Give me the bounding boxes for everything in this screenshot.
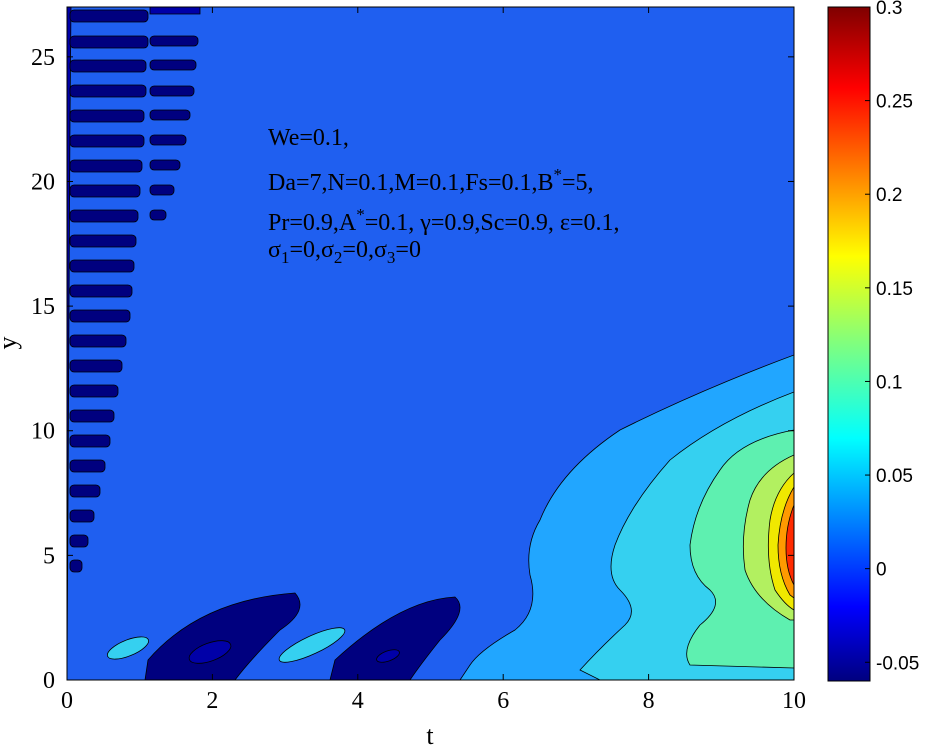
- stripe: [69, 35, 149, 49]
- left-negative-stripes: [67, 7, 201, 680]
- y-tick-label: 5: [43, 543, 55, 569]
- left-edge-wedge: [67, 7, 72, 680]
- stripe: [69, 484, 101, 498]
- stripe: [69, 84, 147, 98]
- stripe: [69, 459, 106, 473]
- stripe: [69, 534, 89, 548]
- stripe: [149, 85, 195, 97]
- colorbar-tick-label: 0.3: [876, 0, 902, 19]
- colorbar: -0.05 0 0.05 0.1 0.15 0.2 0.25 0.3: [827, 0, 919, 682]
- stripe: [69, 234, 137, 248]
- y-tick-label: 15: [31, 294, 55, 320]
- plot-frame: [66, 6, 795, 681]
- x-tick-label: 4: [352, 688, 364, 714]
- stripe: [149, 134, 187, 146]
- colorbar-tick-label: 0.25: [876, 92, 913, 113]
- y-tick-label: 25: [31, 45, 55, 71]
- x-tick-label: 8: [643, 688, 655, 714]
- annotation-line-4: σ1=0,σ2=0,σ3=0: [268, 237, 421, 267]
- top-block: [149, 7, 201, 15]
- annotation-line-1: We=0.1,: [268, 125, 349, 151]
- annotation: We=0.1, Da=7,N=0.1,M=0.1,Fs=0.1,B*=5, Pr…: [268, 125, 620, 267]
- stripe: [149, 209, 167, 221]
- stripe: [69, 209, 139, 223]
- x-tick-label: 10: [782, 688, 806, 714]
- annotation-line-2: Da=7,N=0.1,M=0.1,Fs=0.1,B*=5,: [268, 165, 594, 196]
- plot-area: [67, 7, 794, 680]
- colorbar-tick-label: 0.2: [876, 185, 902, 206]
- lobe-1: [144, 592, 301, 680]
- stripe: [69, 284, 133, 298]
- stripe: [69, 509, 95, 523]
- y-axis-label: y: [0, 337, 22, 350]
- stripe: [149, 59, 197, 71]
- lobe-2: [329, 596, 461, 680]
- island-2: [278, 627, 346, 663]
- stripe: [149, 109, 191, 121]
- superscript: *: [554, 165, 563, 184]
- x-tick-label: 6: [497, 688, 509, 714]
- stripe: [69, 59, 147, 73]
- stripe: [69, 309, 131, 323]
- x-axis: 0 2 4 6 8 10: [61, 7, 806, 714]
- band-0.25: [785, 504, 794, 586]
- stripe: [69, 159, 143, 173]
- lobe-2-core: [376, 649, 400, 663]
- colorbar-tick-label: 0: [876, 560, 887, 581]
- stripe: [69, 384, 119, 398]
- lobe-1-core: [188, 640, 232, 664]
- colorbar-tick-label: 0.05: [876, 466, 913, 487]
- x-tick-label: 2: [206, 688, 218, 714]
- colorbar-tick-label: 0.1: [876, 372, 902, 393]
- x-tick-label: 0: [61, 688, 73, 714]
- superscript: *: [356, 205, 365, 224]
- y-axis: 0 5 10 15 20 25: [31, 45, 794, 694]
- annotation-line-3: Pr=0.9,A*=0.1, γ=0.9,Sc=0.9, ε=0.1,: [268, 205, 620, 236]
- stripe: [69, 109, 145, 123]
- stripe: [149, 159, 181, 171]
- stripe: [69, 359, 123, 373]
- stripe: [69, 434, 111, 448]
- stripe: [69, 334, 127, 348]
- positive-plume: [459, 354, 794, 680]
- stripe: [69, 9, 149, 23]
- stripe: [149, 184, 175, 196]
- stripe: [69, 409, 115, 423]
- colorbar-gradient: [827, 6, 871, 682]
- y-tick-label: 20: [31, 169, 55, 195]
- island-1: [106, 636, 150, 660]
- y-tick-label: 10: [31, 419, 55, 445]
- colorbar-tick-label: 0.15: [876, 279, 913, 300]
- colorbar-tick-label: -0.05: [876, 653, 919, 674]
- stripe: [149, 35, 199, 47]
- y-tick-label: 0: [43, 668, 55, 694]
- x-axis-label: t: [426, 721, 434, 746]
- stripe: [69, 184, 141, 198]
- stripe: [69, 134, 145, 148]
- positive-islands: [106, 627, 346, 663]
- stripe: [69, 259, 135, 273]
- stripe: [69, 559, 83, 573]
